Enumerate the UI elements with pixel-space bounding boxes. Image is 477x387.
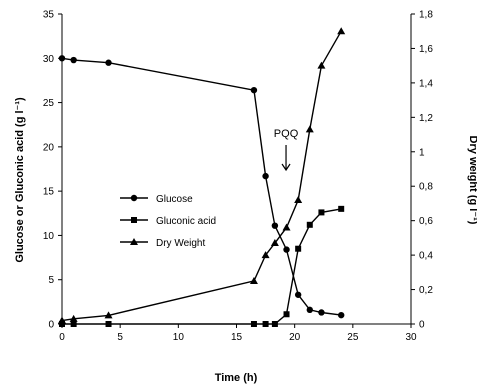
data-point-gluconic-acid <box>105 321 112 327</box>
y-left-tick-label: 15 <box>43 187 55 198</box>
legend-label-dry-weight: Dry Weight <box>156 238 205 249</box>
axes: 0 5 10 15 20 25 300510152025303500,20,40,60,81… <box>43 10 433 344</box>
y-axis-right-title: Dry weight (g l⁻¹) <box>467 136 477 225</box>
y-left-tick-label: 0 <box>48 320 54 331</box>
data-point-glucose <box>70 56 77 64</box>
y-left-tick-label: 25 <box>43 98 55 109</box>
data-point-glucose <box>318 309 325 316</box>
legend-label-gluconic-acid: Gluconic acid <box>156 216 216 227</box>
pqq-arrow-icon <box>281 145 291 172</box>
legend-item-dry-weight: Dry Weight <box>120 238 205 249</box>
data-point-glucose <box>338 311 345 319</box>
series-line-glucose <box>61 57 342 316</box>
x-tick-label: 5 <box>117 332 123 343</box>
x-tick-label: 30 <box>405 332 417 343</box>
data-point-dry-weight <box>294 196 303 203</box>
y-right-tick-label: 0,6 <box>419 216 433 227</box>
legend-circle-marker <box>130 194 138 202</box>
data-point-dry-weight <box>261 251 270 259</box>
pqq-annotation: PQQ <box>274 128 299 172</box>
y-right-tick-label: 0,8 <box>419 182 433 193</box>
data-point-glucose <box>306 306 313 314</box>
y-right-tick-label: 0 <box>419 320 425 331</box>
data-point-gluconic-acid <box>70 321 77 327</box>
y-right-tick-label: 1,2 <box>419 113 433 124</box>
data-point-gluconic-acid <box>271 321 278 327</box>
data-point-glucose <box>271 222 279 229</box>
data-point-glucose <box>283 246 290 253</box>
data-point-gluconic-acid <box>283 311 290 318</box>
data-point-dry-weight <box>282 223 291 231</box>
legend: Glucose Gluconic acid Dry Weight <box>120 194 216 249</box>
x-tick-label: 20 <box>289 332 301 343</box>
y-right-tick-label: 1,4 <box>419 78 433 89</box>
data-point-gluconic-acid <box>338 205 345 212</box>
y-left-tick-label: 30 <box>43 54 55 65</box>
data-point-gluconic-acid <box>318 209 325 216</box>
y-right-tick-label: 0,4 <box>419 251 433 262</box>
y-left-tick-label: 10 <box>43 231 55 242</box>
legend-square-marker <box>131 217 137 223</box>
data-point-dry-weight <box>270 239 279 247</box>
data-point-dry-weight <box>305 125 314 133</box>
data-point-dry-weight <box>58 316 66 324</box>
series-glucose <box>58 55 345 319</box>
data-point-gluconic-acid <box>59 321 65 327</box>
series-gluconic-acid <box>59 205 345 327</box>
series <box>58 27 346 327</box>
data-point-glucose <box>262 172 269 180</box>
x-tick-label: 25 <box>347 332 359 343</box>
x-tick-label: 0 <box>59 332 65 343</box>
data-point-dry-weight <box>104 311 113 319</box>
data-point-glucose <box>105 59 112 66</box>
data-point-dry-weight <box>69 314 78 322</box>
y-left-tick-label: 5 <box>48 275 54 286</box>
legend-item-gluconic-acid: Gluconic acid <box>120 216 216 227</box>
legend-item-glucose: Glucose <box>120 194 193 205</box>
series-dry-weight <box>58 27 346 324</box>
x-axis-title: Time (h) <box>215 372 258 384</box>
y-right-tick-label: 1 <box>419 147 425 158</box>
data-point-glucose <box>58 55 66 62</box>
data-point-dry-weight <box>337 27 346 35</box>
x-tick-label: 10 <box>173 332 185 343</box>
data-point-dry-weight <box>249 276 258 284</box>
data-point-gluconic-acid <box>295 245 302 252</box>
series-line-dry-weight <box>61 30 342 322</box>
data-point-glucose <box>250 86 258 94</box>
y-left-tick-label: 20 <box>43 142 55 153</box>
y-left-tick-label: 35 <box>43 10 55 21</box>
data-point-gluconic-acid <box>262 321 269 327</box>
legend-triangle-marker <box>130 238 138 245</box>
y-right-tick-label: 1,8 <box>419 10 433 21</box>
y-right-tick-label: 1,6 <box>419 44 433 55</box>
legend-label-glucose: Glucose <box>156 194 193 205</box>
data-point-dry-weight <box>317 61 326 69</box>
data-point-gluconic-acid <box>306 221 313 228</box>
x-tick-label: 15 <box>231 332 243 343</box>
data-point-gluconic-acid <box>250 321 257 327</box>
y-right-tick-label: 0,2 <box>419 285 433 296</box>
data-point-glucose <box>294 291 302 298</box>
y-axis-left-title: Glucose or Gluconic acid (g l⁻¹) <box>14 97 26 263</box>
pqq-label: PQQ <box>274 128 299 140</box>
